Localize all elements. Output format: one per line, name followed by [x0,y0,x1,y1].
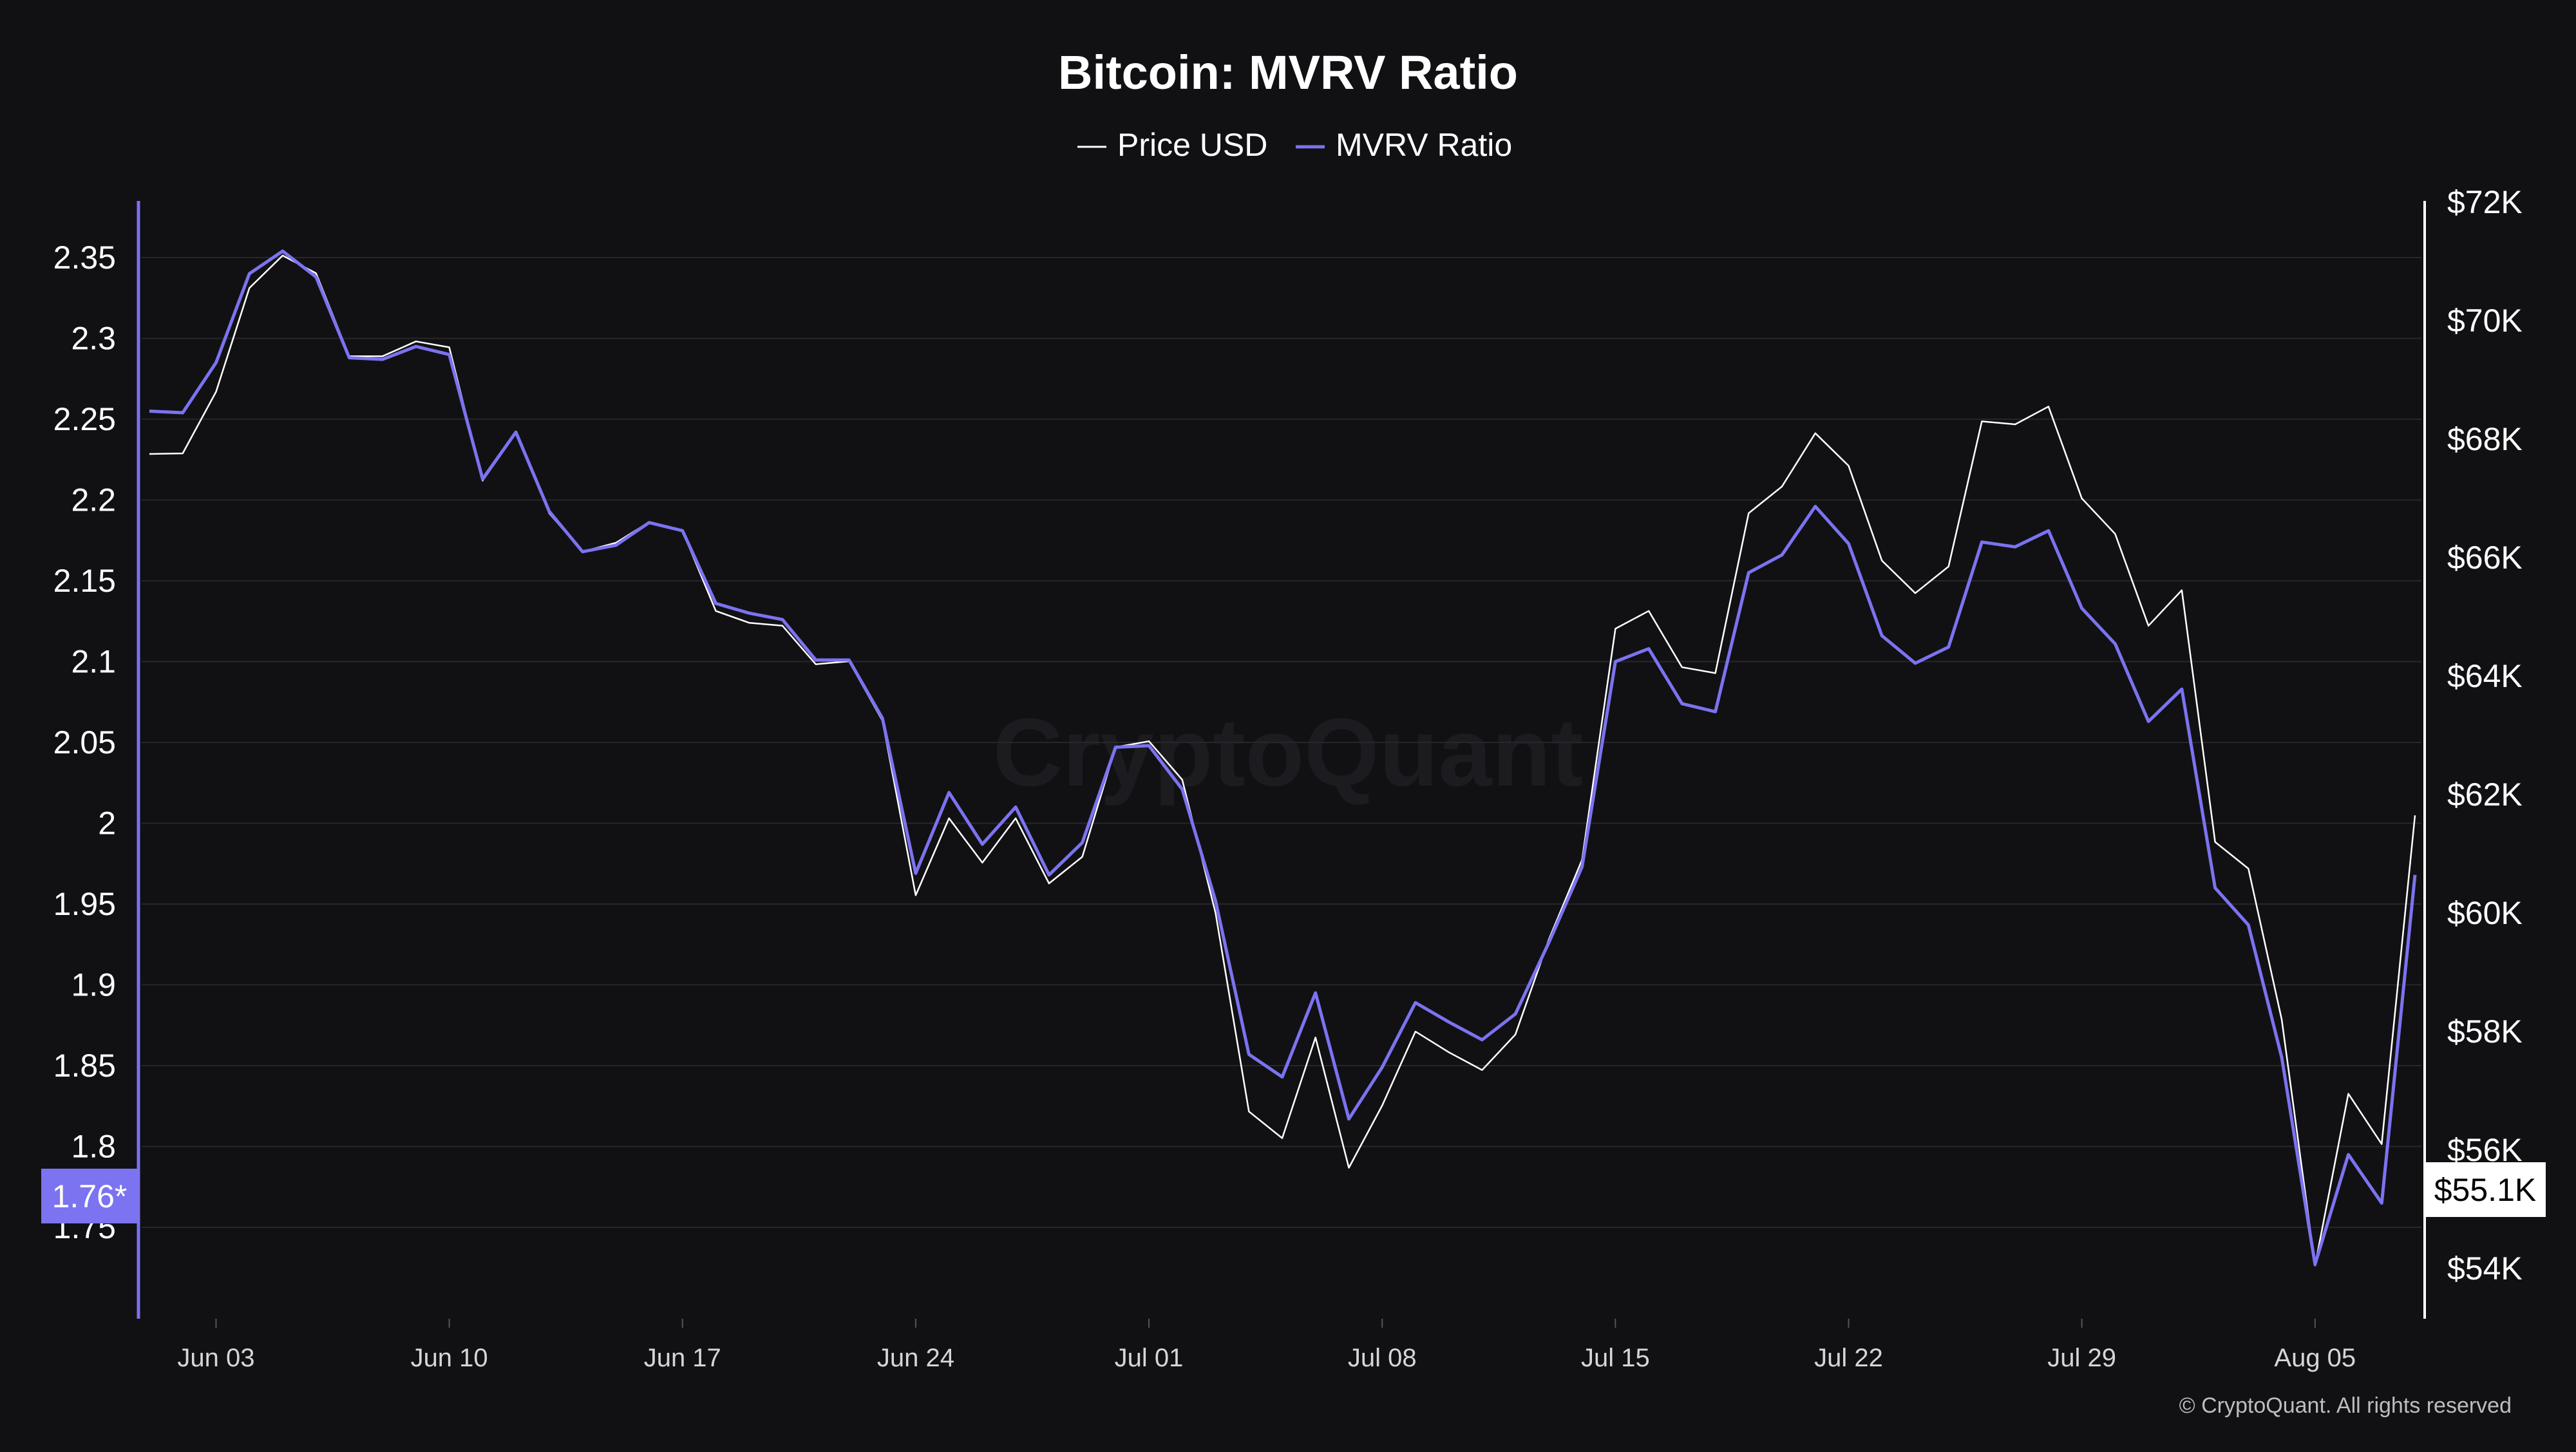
right-tick-label: $56K [2447,1132,2523,1168]
series-line-mvrv[interactable] [149,249,2417,1267]
left-badge-background [41,1169,138,1223]
x-tick-label: Aug 05 [2274,1344,2356,1372]
left-tick-label: 2.3 [71,321,116,357]
left-badge-label: 1.76* [52,1178,128,1214]
right-tick-label: $60K [2447,895,2523,931]
chart-title: Bitcoin: MVRV Ratio [1058,46,1518,99]
left-tick-label: 2.35 [53,240,116,276]
right-tick-label: $70K [2447,303,2523,339]
x-tick-label: Jul 08 [1348,1344,1417,1372]
right-badge-background [2425,1162,2546,1217]
copyright-text: © CryptoQuant. All rights reserved [2179,1393,2512,1418]
right-current-value-badge: $55.1K [2425,1162,2546,1217]
x-axis-ticks: Jun 03 Jun 10 Jun 17 Jun 24 Jul 01 Jul 08 Jul … [177,1319,2356,1372]
left-tick-label: 2.05 [53,724,116,760]
legend-item-mvrv[interactable]: MVRV Ratio [1296,127,1512,163]
left-tick-label: 2 [98,806,116,842]
x-tick-label: Jun 17 [644,1344,721,1372]
right-badge-label: $55.1K [2434,1172,2536,1208]
x-tick-label: Jul 01 [1115,1344,1184,1372]
x-tick-label: Jun 24 [877,1344,954,1372]
right-tick-label: $58K [2447,1014,2523,1050]
right-tick-label: $68K [2447,421,2523,457]
left-axis-ticks: 1.751.81.851.91.9522.052.12.152.22.252.3… [53,240,116,1245]
watermark-text: CryptoQuant [993,698,1584,806]
right-axis-ticks: $54K $56K $58K $60K $62K $64K $66K $68K $70K $72K [2447,184,2523,1287]
legend-label-mvrv: MVRV Ratio [1336,127,1512,163]
right-tick-label: $66K [2447,540,2523,576]
grid-lines [142,257,2421,1228]
left-current-value-badge: 1.76* [41,1169,138,1223]
left-tick-label: 2.2 [71,482,116,518]
left-tick-label: 2.15 [53,563,116,599]
x-tick-label: Jul 15 [1581,1344,1650,1372]
legend-label-price: Price USD [1117,127,1267,163]
x-tick-label: Jun 03 [177,1344,254,1372]
left-tick-label: 1.9 [71,967,116,1003]
right-tick-label: $72K [2447,184,2523,220]
right-tick-label: $54K [2447,1250,2523,1287]
x-tick-label: Jul 29 [2047,1344,2116,1372]
left-tick-label: 1.85 [53,1048,116,1084]
left-tick-label: 1.95 [53,886,116,922]
right-tick-label: $64K [2447,658,2523,694]
left-tick-label: 2.25 [53,401,116,437]
legend-item-price[interactable]: Price USD [1077,127,1267,163]
x-tick-label: Jun 10 [411,1344,488,1372]
left-tick-label: 1.8 [71,1129,116,1165]
right-tick-label: $62K [2447,777,2523,813]
x-tick-label: Jul 22 [1814,1344,1883,1372]
left-tick-label: 2.1 [71,644,116,680]
legend: Price USD MVRV Ratio [1077,127,1512,163]
